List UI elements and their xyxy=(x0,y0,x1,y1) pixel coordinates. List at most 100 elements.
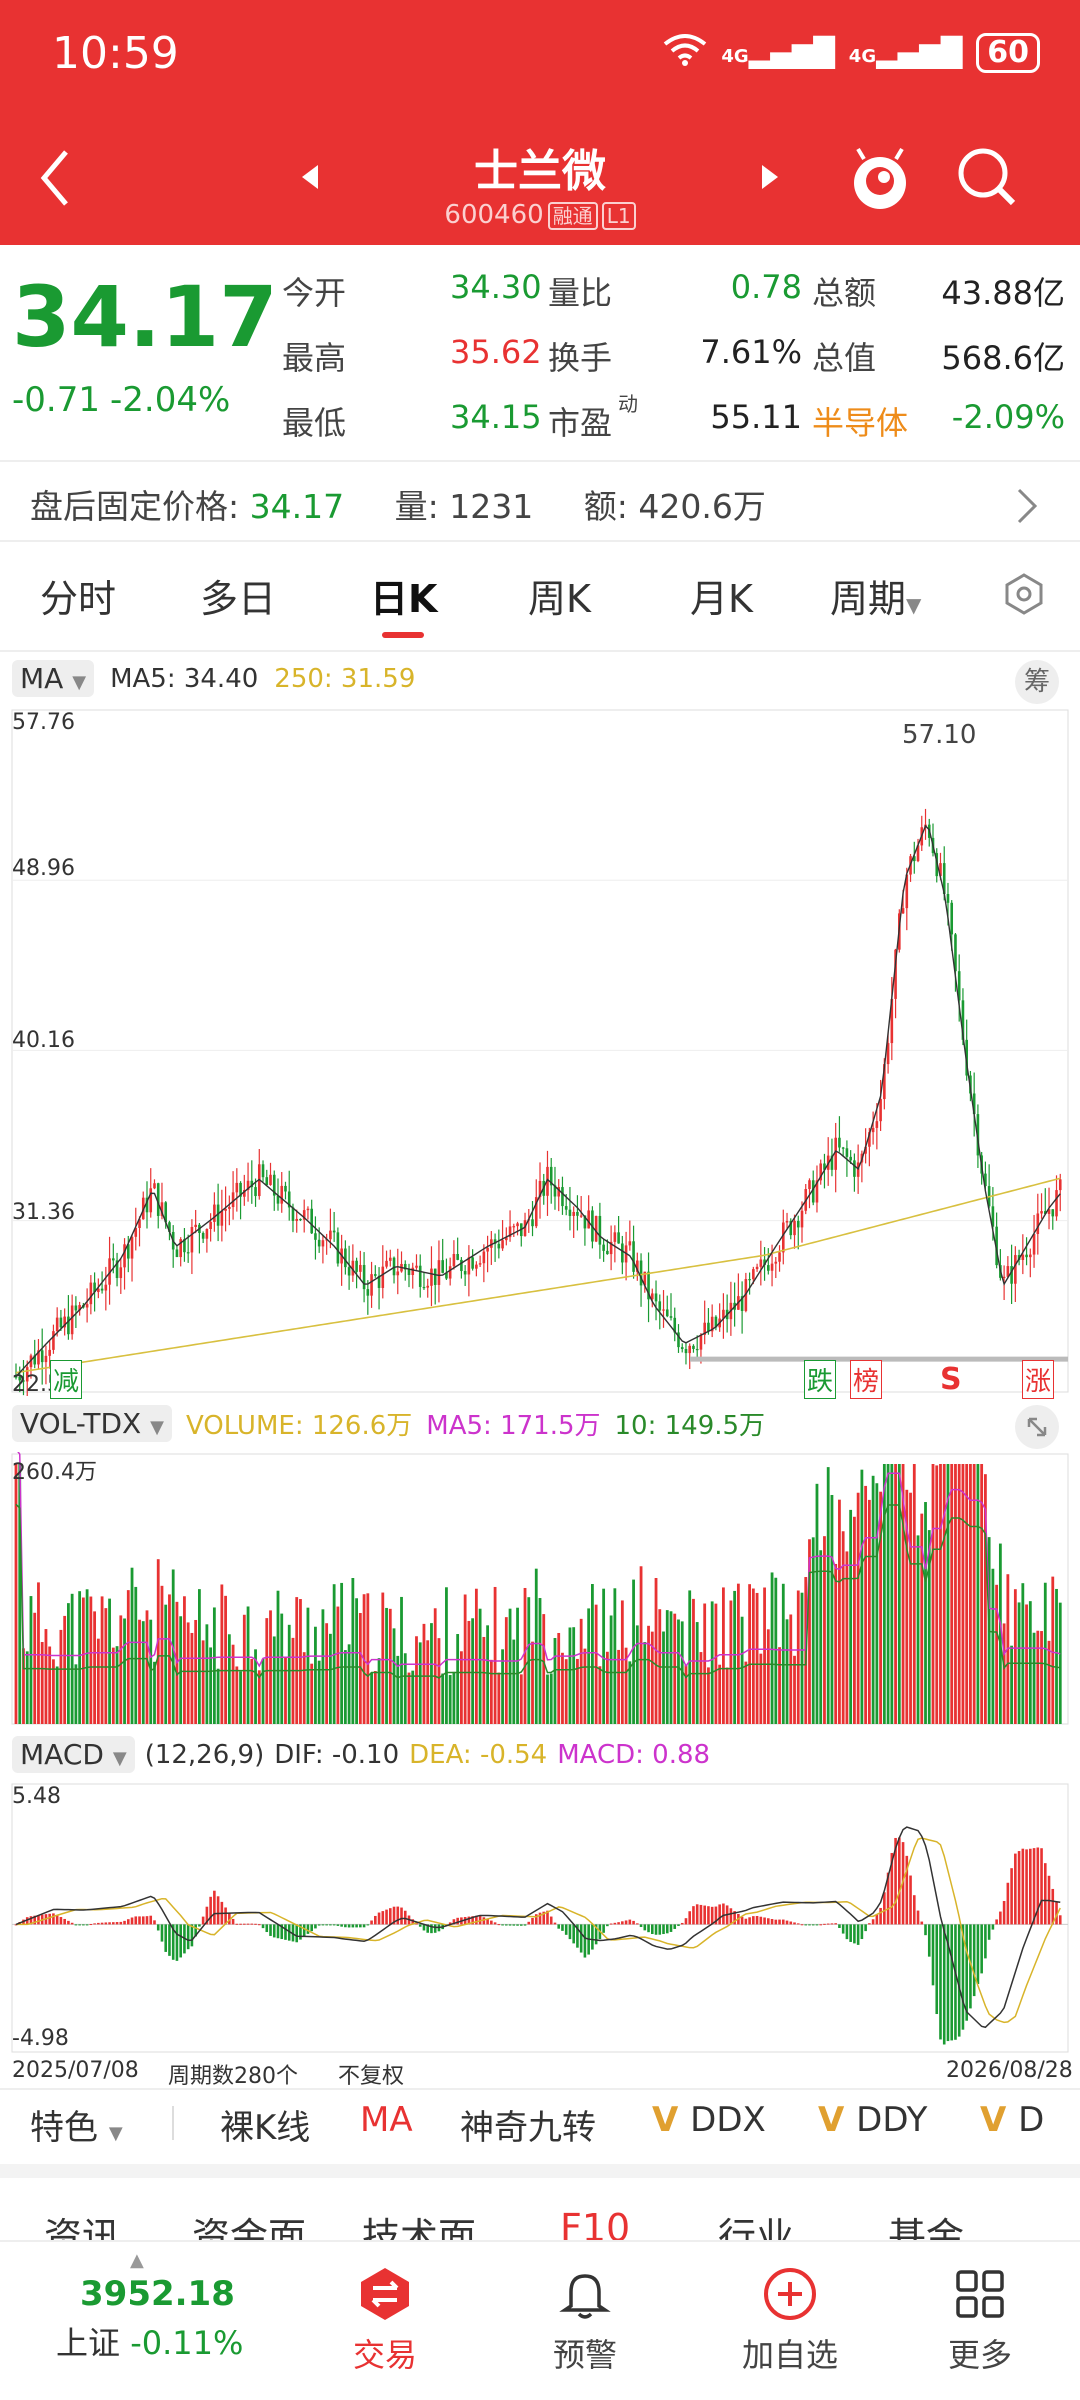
macd-bar-34 xyxy=(141,1916,145,1925)
macd-bar-38 xyxy=(156,1924,160,1931)
candle-body-206 xyxy=(785,1221,789,1223)
vol-bar-150 xyxy=(576,1658,579,1724)
vol-selector[interactable]: VOL-TDX ▼ xyxy=(12,1405,172,1442)
vol-bar-123 xyxy=(474,1588,478,1724)
tab-industry[interactable]: 行业 xyxy=(718,2215,795,2240)
settings-hex-icon[interactable] xyxy=(1002,572,1046,625)
rise-marker[interactable]: 涨 xyxy=(1022,1360,1055,1399)
macd-bar-168 xyxy=(643,1924,647,1931)
tab-technical[interactable]: 技术面 xyxy=(362,2215,477,2240)
tab-f10[interactable]: F10 xyxy=(560,2206,631,2240)
vol-bar-157 xyxy=(602,1588,606,1724)
vol-bar-275 xyxy=(1043,1582,1047,1724)
tab-weekly-k[interactable]: 周K xyxy=(528,577,591,621)
tab-fund[interactable]: 基金 xyxy=(888,2215,965,2240)
indicator-featured[interactable]: 特色 ▼ xyxy=(30,2108,123,2148)
tab-monthly-k[interactable]: 月K xyxy=(690,577,753,621)
candle-body-186 xyxy=(710,1316,714,1332)
candle-body-179 xyxy=(684,1348,688,1354)
macd-selector[interactable]: MACD ▼ xyxy=(12,1736,135,1773)
mascot-icon[interactable] xyxy=(850,145,910,215)
adjust-mode[interactable]: 不复权 xyxy=(338,2064,405,2089)
candle-body-96 xyxy=(374,1274,377,1276)
volume-chart[interactable] xyxy=(0,1452,1080,1727)
search-icon[interactable] xyxy=(955,145,1019,213)
candle-body-63 xyxy=(250,1180,254,1188)
tab-period[interactable]: 周期▼ xyxy=(830,577,922,621)
dif-line xyxy=(15,1826,1061,2029)
candle-body-38 xyxy=(156,1183,160,1216)
index-line[interactable]: 上证 -0.11% xyxy=(56,2318,243,2364)
back-button[interactable] xyxy=(40,148,70,212)
index-value[interactable]: 3952.18 xyxy=(80,2274,235,2314)
indicator-d[interactable]: V D xyxy=(980,2100,1045,2140)
macd-bar-151 xyxy=(579,1924,583,1953)
indicator-naked-k[interactable]: 裸K线 xyxy=(220,2108,311,2148)
candle-body-261 xyxy=(991,1206,995,1227)
kline-chart[interactable] xyxy=(0,706,1080,1396)
indicator-ddx[interactable]: V DDX xyxy=(652,2100,766,2140)
chip-button[interactable]: 筹 xyxy=(1015,660,1059,704)
fall-marker[interactable]: 跌 xyxy=(804,1360,837,1399)
after-hours-amt: 420.6万 xyxy=(638,487,766,526)
candle-body-54 xyxy=(216,1204,220,1226)
candle-body-138 xyxy=(531,1219,534,1227)
macd-bar-84 xyxy=(329,1924,332,1926)
indicator-ddy[interactable]: V DDY xyxy=(818,2100,928,2140)
candle-body-197 xyxy=(752,1269,755,1280)
tab-multiday[interactable]: 多日 xyxy=(200,577,277,621)
vol-bar-201 xyxy=(766,1629,770,1724)
tab-daily-k[interactable]: 日K xyxy=(370,577,438,621)
macd-bar-181 xyxy=(692,1906,695,1925)
candle-body-9 xyxy=(48,1349,51,1356)
macd-bar-100 xyxy=(388,1908,392,1925)
vol-bar-6 xyxy=(37,1582,40,1724)
quote-value-1-1: 35.62 xyxy=(450,333,542,371)
candle-body-264 xyxy=(1002,1276,1006,1279)
macd-bar-213 xyxy=(811,1924,815,1926)
quote-label-0-3: 总额 xyxy=(812,274,877,312)
macd-bar-259 xyxy=(984,1924,987,1959)
vol-bar-84 xyxy=(329,1633,332,1724)
nav-trade[interactable]: 交易 xyxy=(325,2266,445,2376)
macd-bar-251 xyxy=(954,1924,957,2040)
vol-bar-269 xyxy=(1021,1583,1025,1724)
vol-bar-272 xyxy=(1032,1632,1036,1724)
decrease-marker[interactable]: 减 xyxy=(50,1360,83,1399)
vol-bar-185 xyxy=(707,1667,710,1724)
macd-bar-20 xyxy=(89,1924,93,1926)
expand-icon[interactable] xyxy=(1015,1405,1059,1449)
nav-more[interactable]: 更多 xyxy=(920,2266,1040,2376)
indicator-magic-nine[interactable]: 神奇九转 xyxy=(460,2108,596,2148)
vol-bar-87 xyxy=(340,1582,344,1724)
candle-body-127 xyxy=(490,1239,493,1248)
candle-body-118 xyxy=(456,1254,459,1260)
prev-stock-button[interactable] xyxy=(300,163,320,195)
next-stock-button[interactable] xyxy=(760,163,780,195)
macd-bar-227 xyxy=(864,1924,867,1932)
sell-marker[interactable]: S xyxy=(940,1362,962,1397)
candle-body-194 xyxy=(740,1296,744,1311)
candle-body-72 xyxy=(284,1185,287,1192)
after-hours-bar[interactable]: 盘后固定价格: 34.17 量: 1231 额: 420.6万 xyxy=(30,480,766,528)
ma-selector[interactable]: MA ▼ xyxy=(12,660,95,697)
tab-capital[interactable]: 资金面 xyxy=(192,2215,307,2240)
chevron-right-icon[interactable] xyxy=(1015,486,1039,530)
list-marker[interactable]: 榜 xyxy=(850,1360,883,1399)
macd-bar-224 xyxy=(853,1924,856,1944)
tab-timeshare[interactable]: 分时 xyxy=(40,577,117,621)
after-hours-price: 34.17 xyxy=(249,487,345,526)
tab-news[interactable]: 资讯 xyxy=(44,2215,121,2240)
nav-add-watchlist[interactable]: 加自选 xyxy=(720,2266,860,2376)
candle-body-272 xyxy=(1032,1233,1036,1255)
vol-bar-230 xyxy=(875,1483,879,1724)
nav-alert[interactable]: 预警 xyxy=(525,2266,645,2376)
candle-body-79 xyxy=(310,1208,313,1234)
quote-value-2-3: -2.09% xyxy=(951,398,1065,436)
y-label-top: 57.76 xyxy=(12,710,75,735)
macd-bar-53 xyxy=(213,1890,216,1925)
indicator-ma[interactable]: MA xyxy=(360,2100,413,2140)
macd-bar-157 xyxy=(602,1924,605,1933)
macd-chart[interactable] xyxy=(0,1782,1080,2054)
vol-bar-251 xyxy=(954,1464,957,1724)
